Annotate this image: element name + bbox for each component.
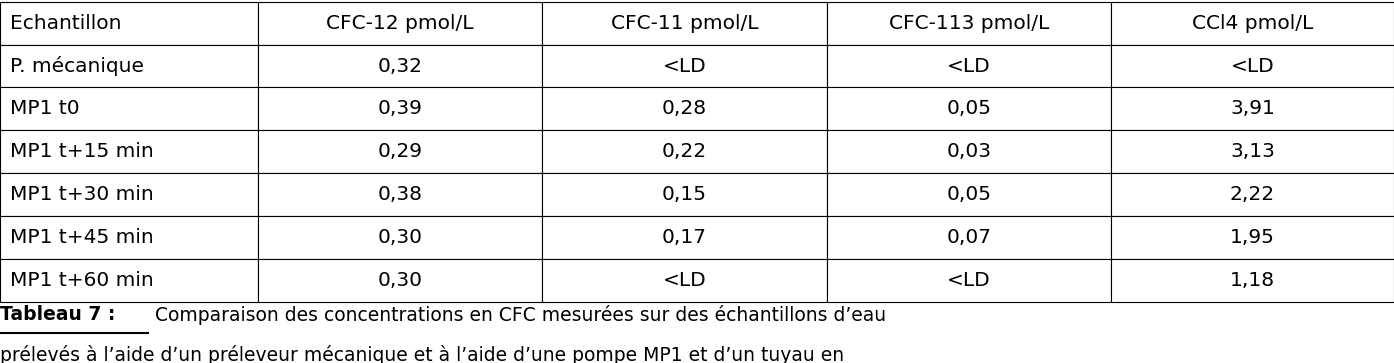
Bar	[258, 130, 542, 173]
Text: 3,13: 3,13	[1230, 142, 1276, 161]
Text: 0,39: 0,39	[378, 99, 422, 118]
Bar	[1111, 45, 1394, 87]
Text: 0,32: 0,32	[378, 57, 422, 76]
Text: MP1 t+30 min: MP1 t+30 min	[10, 185, 153, 204]
Text: 0,07: 0,07	[947, 228, 991, 247]
Text: 0,15: 0,15	[662, 185, 707, 204]
Text: 1,95: 1,95	[1230, 228, 1276, 247]
Bar	[827, 2, 1111, 45]
Bar	[1111, 216, 1394, 259]
Bar	[542, 45, 827, 87]
Bar	[827, 87, 1111, 130]
Text: 0,29: 0,29	[378, 142, 422, 161]
Bar	[0, 173, 258, 216]
Bar	[1111, 2, 1394, 45]
Text: 2,22: 2,22	[1230, 185, 1276, 204]
Bar	[258, 45, 542, 87]
Bar	[542, 87, 827, 130]
Text: MP1 t+45 min: MP1 t+45 min	[10, 228, 153, 247]
Text: <LD: <LD	[947, 271, 991, 290]
Text: prélevés à l’aide d’un préleveur mécanique et à l’aide d’une pompe MP1 et d’un t: prélevés à l’aide d’un préleveur mécaniq…	[0, 345, 845, 363]
Text: 0,38: 0,38	[378, 185, 422, 204]
Bar	[1111, 259, 1394, 302]
Bar	[0, 87, 258, 130]
Bar	[0, 216, 258, 259]
Bar	[0, 130, 258, 173]
Text: CFC-11 pmol/L: CFC-11 pmol/L	[611, 14, 758, 33]
Bar	[258, 87, 542, 130]
Text: MP1 t0: MP1 t0	[10, 99, 79, 118]
Bar	[258, 216, 542, 259]
Bar	[258, 259, 542, 302]
Text: Tableau 7 :: Tableau 7 :	[0, 305, 116, 324]
Text: 0,05: 0,05	[947, 185, 991, 204]
Bar	[827, 45, 1111, 87]
Text: 0,17: 0,17	[662, 228, 707, 247]
Text: MP1 t+15 min: MP1 t+15 min	[10, 142, 153, 161]
Bar	[827, 173, 1111, 216]
Bar	[827, 259, 1111, 302]
Bar	[1111, 130, 1394, 173]
Bar	[827, 216, 1111, 259]
Bar	[1111, 87, 1394, 130]
Text: <LD: <LD	[1231, 57, 1274, 76]
Text: 1,18: 1,18	[1230, 271, 1276, 290]
Text: CFC-113 pmol/L: CFC-113 pmol/L	[889, 14, 1048, 33]
Bar	[542, 2, 827, 45]
Bar	[0, 259, 258, 302]
Text: <LD: <LD	[947, 57, 991, 76]
Text: CFC-12 pmol/L: CFC-12 pmol/L	[326, 14, 474, 33]
Text: <LD: <LD	[662, 57, 707, 76]
Bar	[542, 173, 827, 216]
Bar	[542, 130, 827, 173]
Bar	[258, 2, 542, 45]
Text: MP1 t+60 min: MP1 t+60 min	[10, 271, 153, 290]
Bar	[0, 45, 258, 87]
Text: 0,30: 0,30	[378, 228, 422, 247]
Text: 3,91: 3,91	[1230, 99, 1276, 118]
Text: Comparaison des concentrations en CFC mesurées sur des échantillons d’eau: Comparaison des concentrations en CFC me…	[149, 305, 887, 325]
Bar	[542, 259, 827, 302]
Text: <LD: <LD	[662, 271, 707, 290]
Text: CCl4 pmol/L: CCl4 pmol/L	[1192, 14, 1313, 33]
Text: 0,30: 0,30	[378, 271, 422, 290]
Text: 0,28: 0,28	[662, 99, 707, 118]
Bar	[1111, 173, 1394, 216]
Bar	[827, 130, 1111, 173]
Text: Echantillon: Echantillon	[10, 14, 121, 33]
Text: 0,03: 0,03	[947, 142, 991, 161]
Bar	[258, 173, 542, 216]
Text: P. mécanique: P. mécanique	[10, 56, 144, 76]
Text: 0,22: 0,22	[662, 142, 707, 161]
Text: 0,05: 0,05	[947, 99, 991, 118]
Bar	[542, 216, 827, 259]
Bar	[0, 2, 258, 45]
